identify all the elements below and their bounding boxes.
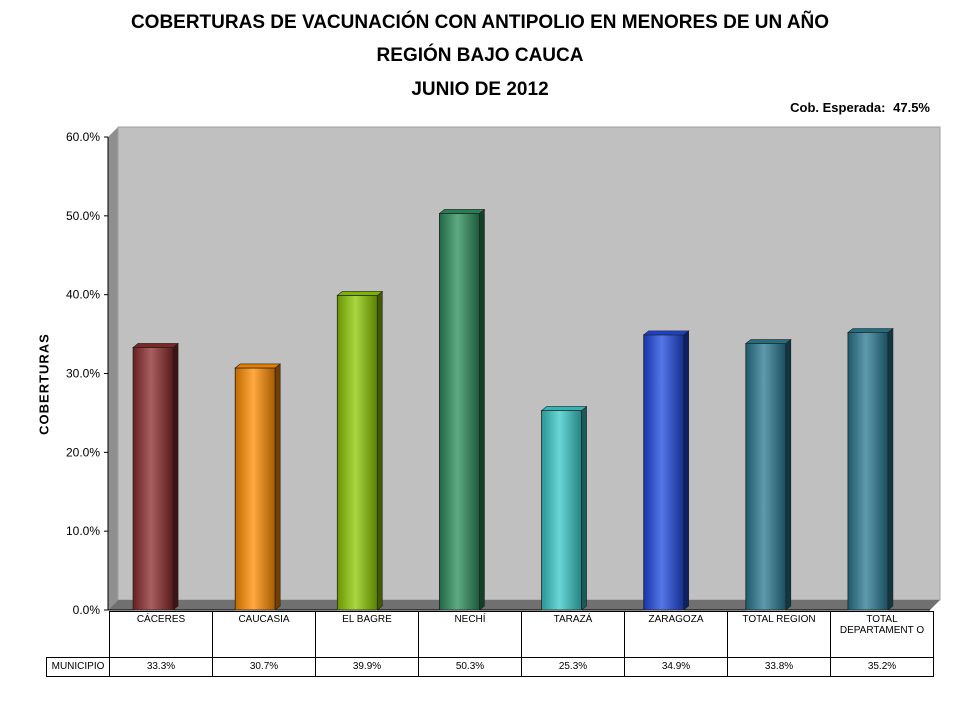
data-table-value: 34.9% xyxy=(624,657,728,677)
bar-side xyxy=(683,330,689,611)
data-table-category: TARAZÁ xyxy=(521,611,625,658)
data-table-category: TOTAL REGION xyxy=(727,611,831,658)
data-table-category: CAUCASIA xyxy=(212,611,316,658)
bar xyxy=(132,342,179,611)
data-table-corner xyxy=(46,611,110,658)
data-table-series-name: MUNICIPIO xyxy=(46,657,110,677)
data-table-value: 25.3% xyxy=(521,657,625,677)
data-table-category: NECHÍ xyxy=(418,611,522,658)
y-tick-label: 20.0% xyxy=(66,445,100,459)
expected-coverage: Cob. Esperada: 47.5% xyxy=(786,100,930,115)
bar xyxy=(234,363,282,611)
data-table-value: 30.7% xyxy=(212,657,316,677)
bar-top xyxy=(540,406,588,411)
bar-top xyxy=(234,363,282,369)
bar xyxy=(847,327,894,611)
bar-top xyxy=(847,328,894,333)
bar-front xyxy=(643,334,685,611)
bar-front xyxy=(745,343,787,611)
bar-front xyxy=(439,213,480,611)
bar-front xyxy=(132,347,174,611)
bar-top xyxy=(642,330,690,336)
bar-side xyxy=(274,363,281,611)
plot-floor xyxy=(108,600,940,610)
chart-subtitle-date: JUNIO DE 2012 xyxy=(411,79,549,100)
bar xyxy=(642,330,690,611)
bars xyxy=(132,208,894,611)
data-table-category: CÁCERES xyxy=(109,611,213,658)
data-table: CÁCERES CAUCASIA EL BAGRE NECHÍ TARAZÁ ZARAGO… xyxy=(46,611,934,677)
y-axis: 0.0%10.0%20.0%30.0%40.0%50.0%60.0% xyxy=(66,130,108,617)
bar-top xyxy=(744,339,792,344)
bar-top xyxy=(336,291,384,296)
data-table-value: 33.3% xyxy=(109,657,213,677)
bar-side xyxy=(785,338,792,611)
data-table-value: 50.3% xyxy=(418,657,522,677)
bar-top xyxy=(132,343,179,348)
data-table-category: ZARAGOZA xyxy=(624,611,728,658)
bar-side xyxy=(479,208,485,611)
bar-top xyxy=(438,209,486,214)
y-tick-label: 40.0% xyxy=(66,288,100,302)
bar-side xyxy=(581,405,587,611)
bar xyxy=(540,405,588,611)
y-tick-label: 30.0% xyxy=(66,367,100,381)
data-table-value: 33.8% xyxy=(727,657,831,677)
bar-front xyxy=(234,367,276,611)
data-table-value: 35.2% xyxy=(830,657,934,677)
bar-front xyxy=(336,295,378,611)
y-tick-label: 60.0% xyxy=(66,130,100,144)
expected-coverage-value: 47.5% xyxy=(893,100,930,115)
bar-front xyxy=(541,410,582,611)
data-table-category: TOTAL DEPARTAMENT O xyxy=(830,611,934,658)
bar xyxy=(744,338,792,611)
bar xyxy=(336,290,384,611)
bar-front xyxy=(847,332,889,611)
data-table-category-row: CÁCERES CAUCASIA EL BAGRE NECHÍ TARAZÁ ZARAGO… xyxy=(46,611,934,658)
bar-side xyxy=(172,342,179,611)
expected-coverage-label: Cob. Esperada: xyxy=(790,100,886,115)
chart-subtitle-region: REGIÓN BAJO CAUCA xyxy=(376,45,584,66)
plot-area xyxy=(107,126,941,611)
y-tick-label: 10.0% xyxy=(66,524,100,538)
bar-side xyxy=(887,327,894,611)
chart-title: COBERTURAS DE VACUNACIÓN CON ANTIPOLIO E… xyxy=(130,12,830,33)
bar-side xyxy=(377,290,383,611)
data-table-value: 39.9% xyxy=(315,657,419,677)
y-tick-label: 50.0% xyxy=(66,209,100,223)
data-table-value-row: MUNICIPIO 33.3% 30.7% 39.9% 50.3% 25.3% 34.9%… xyxy=(46,657,934,677)
data-table-category: EL BAGRE xyxy=(315,611,419,658)
bar xyxy=(438,208,486,611)
plot-side-wall xyxy=(108,127,118,610)
